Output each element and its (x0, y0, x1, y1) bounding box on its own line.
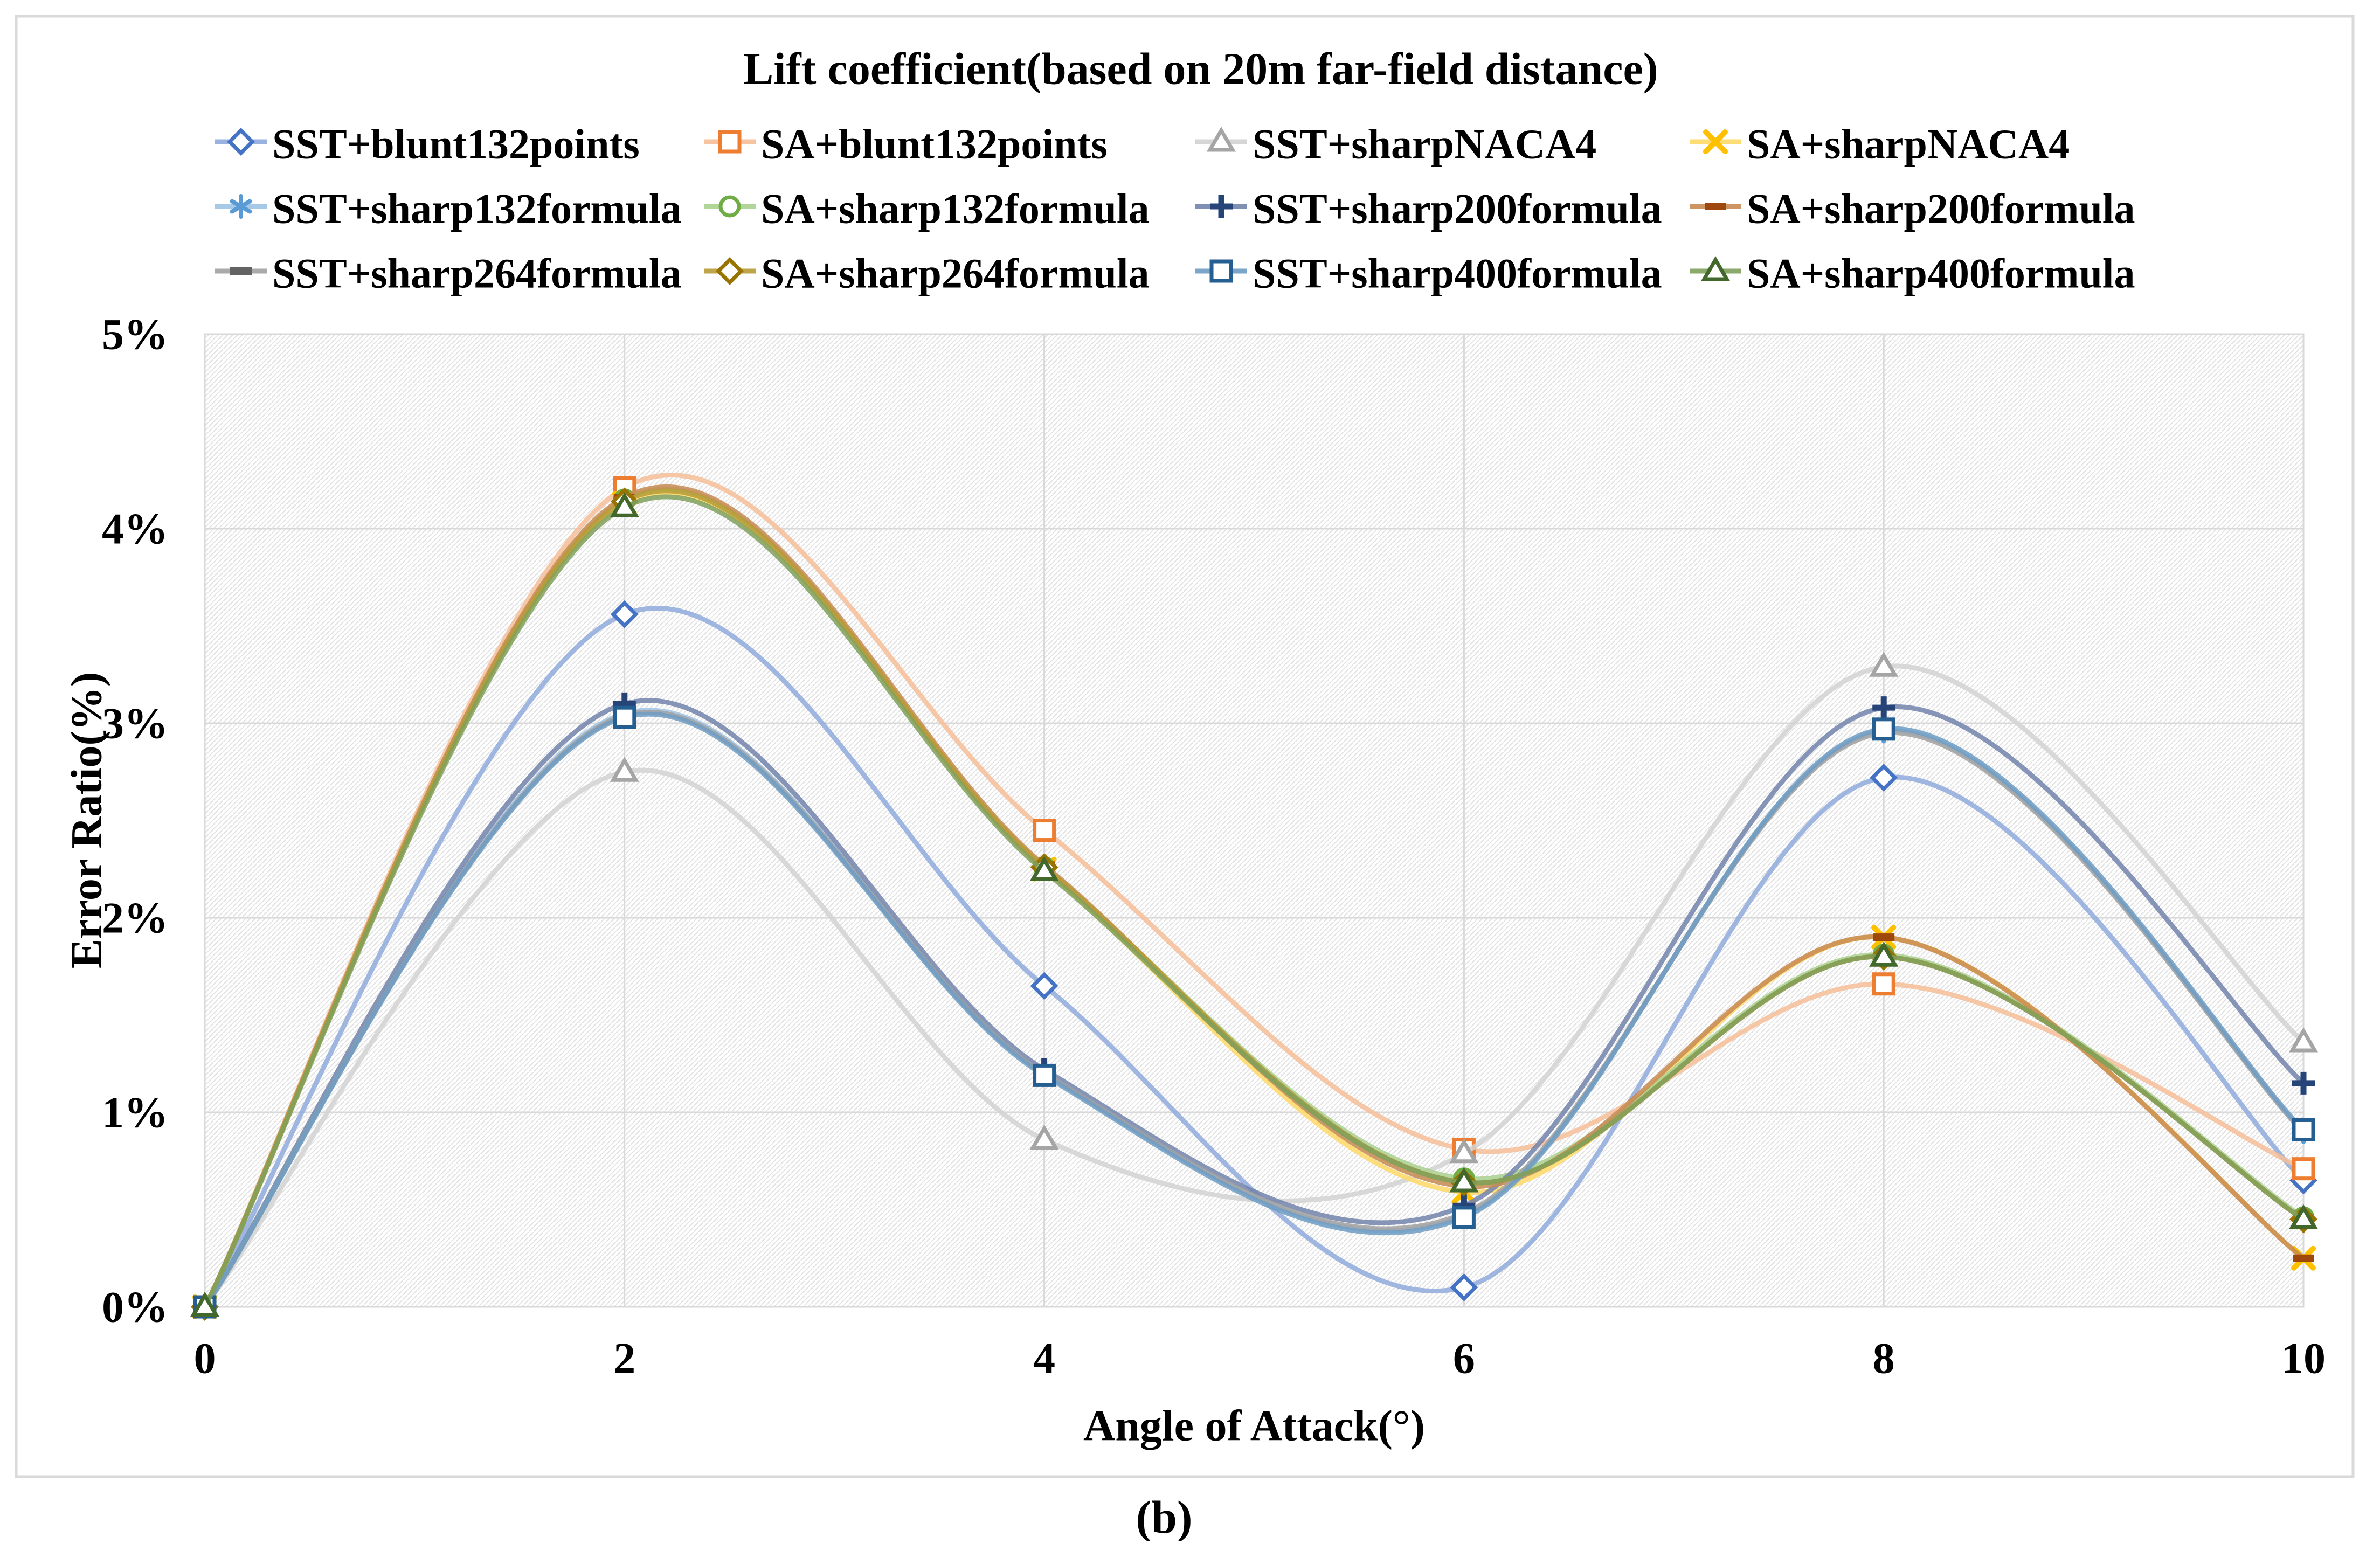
legend-label-SST+sharpNACA4: SST+sharpNACA4 (1253, 121, 1596, 168)
data-point-SST+sharpNACA4-x10 (2288, 1027, 2319, 1053)
legend-marker-SA+blunt132points (718, 130, 742, 154)
data-point-SST+sharpNACA4-x2 (610, 757, 639, 782)
data-point-SA+sharp400formula-x0 (190, 1292, 220, 1317)
y-tick-label-0%: 0% (102, 1283, 168, 1332)
series-line-SST+sharp200formula (205, 698, 2303, 1307)
legend-marker-SST+sharp200formula (1210, 195, 1233, 218)
legend-item-SST+sharp132formula: SST+sharp132formula (215, 185, 682, 232)
data-point-SST+sharp400formula-x2 (613, 705, 636, 729)
y-tick-label-4%: 4% (102, 504, 168, 553)
legend-marker-SST+blunt132points (227, 128, 255, 156)
legend-item-SST+sharp264formula: SST+sharp264formula (215, 250, 682, 297)
data-point-SA+sharp200formula-x8 (1873, 933, 1895, 941)
legend-marker-SST+sharp400formula (1209, 259, 1233, 283)
x-tick-label-4: 4 (1033, 1334, 1055, 1383)
data-point-SA+sharp200formula-x10 (2293, 1254, 2314, 1262)
data-point-SST+blunt132points-x6 (1450, 1273, 1478, 1301)
data-point-SA+sharp400formula-x6 (1449, 1167, 1479, 1193)
data-point-SST+sharpNACA4-x4 (1029, 1124, 1059, 1150)
legend-label-SST+sharp200formula: SST+sharp200formula (1253, 185, 1662, 232)
axis-tick-labels: 0% 1% 2% 3% 4% 5% 0 2 4 6 8 10 (102, 310, 2326, 1383)
legend-label-SST+sharp264formula: SST+sharp264formula (272, 250, 682, 297)
legend-marker-SA+sharp264formula (716, 257, 744, 285)
y-tick-label-2%: 2% (102, 894, 168, 943)
legend-label-SA+sharp132formula: SA+sharp132formula (761, 185, 1150, 232)
legend-item-SST+sharp200formula: SST+sharp200formula (1195, 185, 1662, 232)
x-tick-label-8: 8 (1873, 1334, 1895, 1383)
legend-label-SA+sharp200formula: SA+sharp200formula (1747, 185, 2135, 232)
y-axis-title: Error Ratio(%) (62, 672, 111, 968)
data-point-SA+blunt132points-x10 (2292, 1157, 2315, 1181)
series-layer (190, 472, 2319, 1321)
x-tick-label-10: 10 (2281, 1334, 2326, 1383)
chart-title: Lift coefficient(based on 20m far-field … (743, 44, 1658, 94)
legend-item-SST+sharpNACA4: SST+sharpNACA4 (1195, 121, 1596, 168)
legend-item-SA+blunt132points: SA+blunt132points (704, 121, 1108, 168)
data-point-SST+sharp200formula-x10 (2292, 1071, 2315, 1095)
legend-marker-SA+sharp400formula (1700, 256, 1731, 281)
legend-label-SA+sharpNACA4: SA+sharpNACA4 (1747, 121, 2070, 168)
legend-marker-SA+sharp200formula (1705, 203, 1726, 210)
data-point-SST+sharpNACA4-x8 (1869, 652, 1899, 677)
legend-marker-SA+sharpNACA4 (1703, 129, 1728, 154)
data-point-SST+sharp400formula-x4 (1033, 1063, 1056, 1087)
y-tick-label-1%: 1% (102, 1088, 168, 1137)
data-point-SST+blunt132points-x2 (610, 600, 639, 628)
series-SA+sharp400formula (190, 492, 2319, 1317)
data-point-SA+blunt132points-x8 (1872, 972, 1895, 996)
legend: SST+blunt132points SA+blunt132points SST+s… (215, 121, 2135, 297)
legend-label-SA+blunt132points: SA+blunt132points (761, 121, 1108, 168)
legend-marker-SST+sharp132formula (230, 194, 252, 219)
plot-area (205, 334, 2303, 1307)
data-point-SST+blunt132points-x4 (1030, 972, 1058, 1000)
data-point-SST+sharpNACA4-x6 (1449, 1138, 1479, 1164)
data-point-SA+blunt132points-x4 (1033, 819, 1056, 842)
x-tick-label-2: 2 (613, 1334, 635, 1383)
data-point-SST+sharp400formula-x6 (1452, 1206, 1476, 1229)
plot-hatch-fill (205, 334, 2303, 1307)
data-point-SA+sharp400formula-x4 (1029, 856, 1059, 881)
data-point-SA+sharp400formula-x2 (610, 492, 639, 517)
x-tick-label-0: 0 (194, 1334, 216, 1383)
legend-item-SA+sharp132formula: SA+sharp132formula (704, 185, 1150, 232)
x-axis-title: Angle of Attack(°) (1083, 1401, 1425, 1450)
data-point-SST+sharp200formula-x8 (1872, 696, 1895, 719)
legend-label-SA+sharp400formula: SA+sharp400formula (1747, 250, 2135, 297)
series-line-SST+sharp400formula (205, 711, 2303, 1307)
legend-marker-SST+sharpNACA4 (1206, 127, 1236, 152)
legend-label-SA+sharp264formula: SA+sharp264formula (761, 250, 1150, 297)
y-tick-label-3%: 3% (102, 699, 168, 748)
legend-marker-SST+sharp264formula (230, 267, 252, 275)
series-line-SA+sharp400formula (205, 494, 2303, 1307)
legend-item-SA+sharp264formula: SA+sharp264formula (704, 250, 1150, 297)
y-tick-label-5%: 5% (102, 310, 168, 359)
data-point-SA+sharp400formula-x8 (1869, 941, 1899, 967)
legend-label-SST+blunt132points: SST+blunt132points (272, 121, 640, 168)
series-line-SST+blunt132points (205, 606, 2303, 1307)
legend-item-SST+blunt132points: SST+blunt132points (215, 121, 640, 168)
plot-border (204, 333, 2305, 1308)
legend-label-SST+sharp132formula: SST+sharp132formula (272, 185, 682, 232)
data-point-SST+sharp400formula-x10 (2292, 1118, 2315, 1141)
legend-item-SA+sharp400formula: SA+sharp400formula (1690, 250, 2135, 297)
legend-label-SST+sharp400formula: SST+sharp400formula (1253, 250, 1662, 297)
legend-item-SA+sharp200formula: SA+sharp200formula (1690, 185, 2135, 232)
legend-item-SA+sharpNACA4: SA+sharpNACA4 (1690, 121, 2070, 168)
figure-caption: (b) (1136, 1491, 1192, 1541)
legend-marker-SA+sharp132formula (718, 195, 741, 218)
data-point-SST+blunt132points-x8 (1870, 764, 1898, 792)
data-point-SST+sharp400formula-x8 (1872, 717, 1895, 741)
data-point-SA+sharp400formula-x10 (2288, 1204, 2319, 1230)
x-tick-label-6: 6 (1453, 1334, 1475, 1383)
legend-item-SST+sharp400formula: SST+sharp400formula (1195, 250, 1662, 297)
